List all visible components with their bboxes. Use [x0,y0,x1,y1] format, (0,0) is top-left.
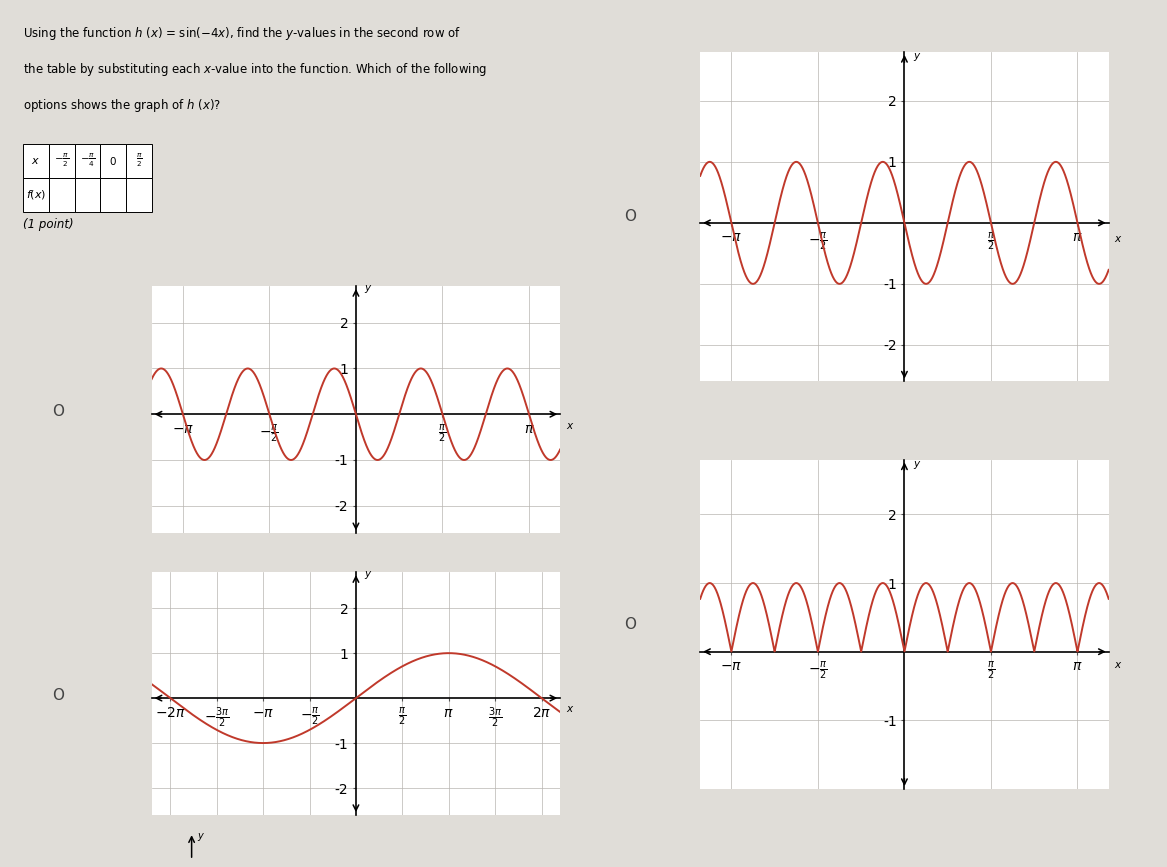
Text: $x$: $x$ [1114,234,1123,244]
Text: O: O [53,404,64,420]
Text: $x$: $x$ [1114,660,1123,670]
Bar [49,144,75,178]
Text: $y$: $y$ [364,570,372,581]
Bar [23,178,49,212]
Bar [23,144,49,178]
Text: the table by substituting each $x$-value into the function. Which of the followi: the table by substituting each $x$-value… [23,61,487,78]
Bar [100,178,126,212]
Text: $y$: $y$ [913,460,921,471]
Bar [49,178,75,212]
Bar [75,144,100,178]
Text: $x$: $x$ [566,420,574,431]
Text: $-\frac{\pi}{2}$: $-\frac{\pi}{2}$ [54,152,69,169]
Text: options shows the graph of $h$ $(x)$?: options shows the graph of $h$ $(x)$? [23,97,222,114]
Text: (1 point): (1 point) [23,218,74,231]
Bar [126,144,152,178]
Text: $y$: $y$ [913,51,921,62]
Text: O: O [53,688,64,703]
Text: $0$: $0$ [110,154,117,166]
Text: $x$: $x$ [32,155,41,166]
Text: $y$: $y$ [364,284,372,296]
Bar [126,178,152,212]
Text: O: O [623,209,636,225]
Text: O: O [623,616,636,632]
Text: Using the function $h$ $(x)$ = sin(−4$x$), find the $y$-values in the second row: Using the function $h$ $(x)$ = sin(−4$x$… [23,24,461,42]
Text: $-\frac{\pi}{4}$: $-\frac{\pi}{4}$ [79,152,95,169]
Text: $x$: $x$ [566,704,574,714]
Text: $y$: $y$ [197,831,205,844]
Text: $f(x)$: $f(x)$ [26,188,47,201]
Bar [100,144,126,178]
Bar [75,178,100,212]
Text: $\frac{\pi}{2}$: $\frac{\pi}{2}$ [135,152,142,169]
